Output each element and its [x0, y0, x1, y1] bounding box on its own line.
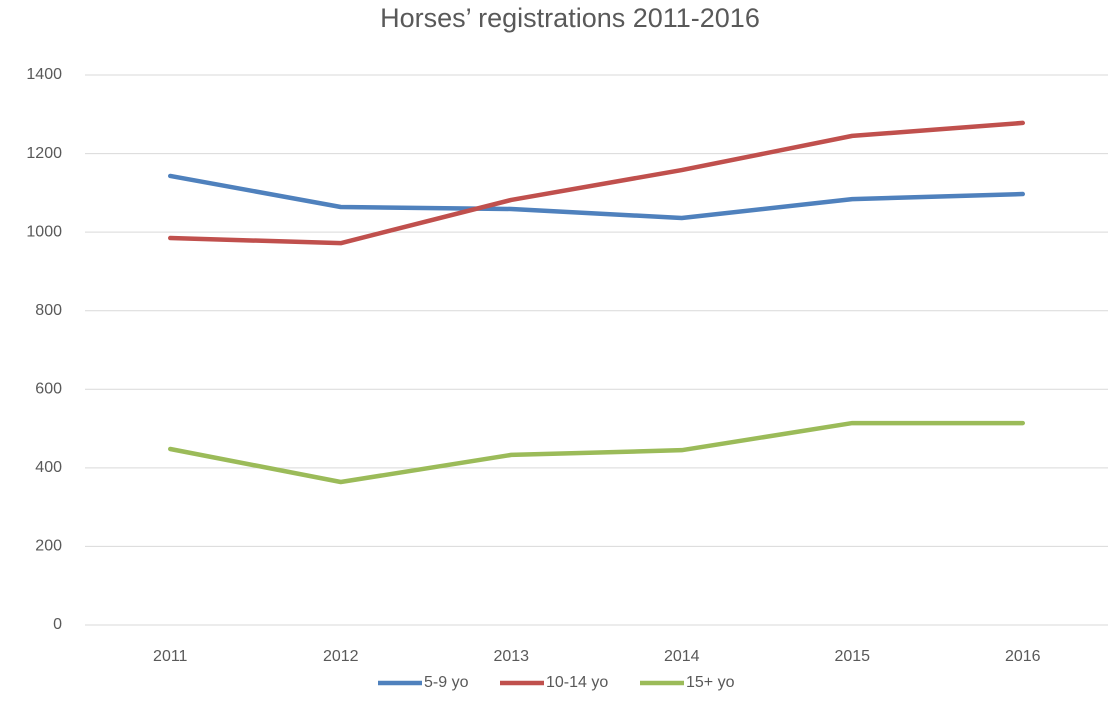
series-line — [168, 420, 1025, 485]
y-tick-label: 1400 — [26, 66, 62, 83]
legend-label: 10-14 yo — [546, 674, 608, 691]
y-tick-label: 0 — [53, 616, 62, 633]
x-tick-label: 2011 — [153, 648, 188, 665]
y-tick-label: 1200 — [26, 145, 62, 162]
series-line — [168, 173, 1025, 221]
y-tick-label: 1000 — [26, 223, 62, 240]
series-line — [168, 120, 1025, 246]
x-tick-label: 2013 — [493, 648, 529, 665]
x-tick-label: 2016 — [1005, 648, 1041, 665]
legend-label: 5-9 yo — [424, 674, 469, 691]
y-tick-label: 800 — [35, 302, 62, 319]
x-tick-label: 2012 — [323, 648, 359, 665]
legend-label: 15+ yo — [686, 674, 735, 691]
x-tick-label: 2014 — [664, 648, 700, 665]
y-tick-label: 400 — [35, 459, 62, 476]
chart-title: Horses’ registrations 2011-2016 — [380, 3, 760, 33]
y-tick-label: 600 — [35, 381, 62, 398]
x-tick-label: 2015 — [834, 648, 870, 665]
y-tick-label: 200 — [35, 538, 62, 555]
